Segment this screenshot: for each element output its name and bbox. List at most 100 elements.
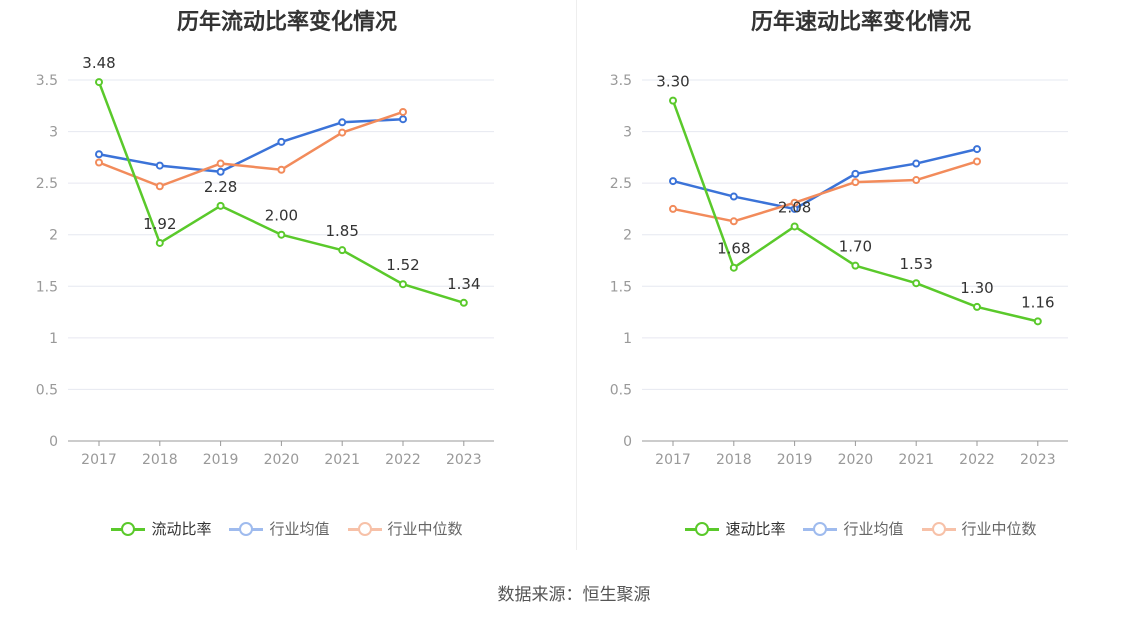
legend-label: 流动比率: [151, 520, 212, 538]
data-point: [277, 137, 286, 146]
data-point: [277, 165, 286, 174]
data-point: [729, 217, 738, 226]
y-tick-label: 2.5: [36, 176, 58, 192]
data-point: [729, 192, 738, 201]
x-tick-label: 2020: [264, 452, 300, 468]
y-tick-label: 2.5: [610, 176, 632, 192]
x-tick-label: 2019: [777, 452, 813, 468]
y-tick-label: 0.5: [36, 382, 58, 398]
series-line-industry-average: [672, 147, 978, 211]
data-point: [338, 118, 347, 127]
data-source-note: 数据来源：恒生聚源: [497, 585, 651, 605]
legend-label: 速动比率: [725, 520, 786, 538]
data-label: 1.52: [386, 256, 419, 274]
legend-line-icon: [921, 521, 956, 536]
legend-item-industry-median[interactable]: 行业中位数: [347, 518, 463, 539]
data-point: [216, 201, 225, 210]
legend-item-primary[interactable]: 流动比率: [111, 518, 211, 539]
data-point: [912, 176, 921, 185]
y-tick-label: 2: [623, 228, 632, 244]
x-tick-label: 2018: [716, 452, 752, 468]
x-tick-label: 2019: [203, 452, 239, 468]
x-tick-label: 2017: [81, 452, 117, 468]
data-point: [912, 279, 921, 288]
data-point: [973, 145, 981, 154]
quick-ratio-plot: 0 0.5 1 1.5 2 2.5 3 3.5 2017 2018 2019 2020 2021 2022…: [610, 73, 1068, 468]
data-point: [973, 157, 981, 166]
data-label: 3.30: [656, 73, 689, 91]
data-point: [399, 115, 407, 124]
current-ratio-chart: 历年流动比率变化情况 0 0.5 1 1.5 2 2.5 3 3.5 2017 2018 2019 2…: [0, 0, 574, 560]
x-tick-label: 2023: [446, 452, 482, 468]
data-label: 2.00: [265, 207, 298, 225]
data-point: [669, 96, 677, 105]
data-point: [399, 280, 407, 289]
legend-line-icon: [111, 521, 146, 536]
x-tick-label: 2021: [898, 452, 934, 468]
x-tick-label: 2022: [959, 452, 995, 468]
y-tick-label: 3: [623, 125, 632, 141]
x-tick-label: 2020: [838, 452, 874, 468]
data-label: 1.53: [899, 255, 932, 273]
data-label: 1.34: [447, 275, 480, 293]
y-tick-label: 3.5: [610, 73, 632, 89]
legend-item-industry-median[interactable]: 行业中位数: [921, 518, 1037, 539]
chart-legend: 速动比率 行业均值 行业中位数: [574, 518, 1148, 539]
data-point: [973, 302, 981, 311]
series-line-industry-median: [672, 160, 978, 223]
y-tick-label: 0: [623, 434, 632, 450]
legend-label: 行业中位数: [961, 520, 1037, 538]
series-line-industry-average: [98, 117, 404, 174]
data-point: [155, 161, 164, 170]
legend-label: 行业均值: [843, 520, 904, 538]
y-tick-label: 1: [49, 331, 58, 347]
legend-label: 行业均值: [269, 520, 330, 538]
data-label: 1.70: [839, 238, 872, 256]
chart-title: 历年流动比率变化情况: [176, 10, 397, 35]
data-point: [155, 182, 164, 191]
legend-label: 行业中位数: [387, 520, 463, 538]
data-point: [729, 263, 738, 272]
data-point: [216, 167, 225, 176]
x-tick-label: 2022: [385, 452, 421, 468]
data-label: 1.92: [143, 215, 176, 233]
legend-line-icon: [803, 521, 838, 536]
y-tick-label: 3: [49, 125, 58, 141]
x-tick-label: 2018: [142, 452, 178, 468]
quick-ratio-chart: 历年速动比率变化情况 0 0.5 1 1.5 2 2.5 3 3.5 2017 2018 2019 2…: [574, 0, 1148, 560]
panel-divider: [576, 0, 577, 550]
data-label: 3.48: [82, 54, 115, 72]
data-point: [912, 159, 921, 168]
data-point: [95, 158, 103, 167]
y-tick-label: 2: [49, 228, 58, 244]
data-point: [851, 169, 860, 178]
x-tick-label: 2023: [1020, 452, 1056, 468]
data-point: [338, 246, 347, 255]
data-label: 2.28: [204, 178, 237, 196]
data-point: [851, 261, 860, 270]
data-point: [95, 150, 103, 159]
data-point: [216, 159, 225, 168]
data-label: 2.08: [778, 198, 811, 216]
data-point: [851, 178, 860, 187]
legend-item-industry-average[interactable]: 行业均值: [803, 518, 904, 539]
data-label: 1.85: [325, 222, 358, 240]
y-tick-label: 0: [49, 434, 58, 450]
data-point: [669, 204, 677, 213]
data-point: [1033, 317, 1042, 326]
x-tick-label: 2021: [324, 452, 360, 468]
legend-item-primary[interactable]: 速动比率: [685, 518, 785, 539]
y-tick-label: 1: [623, 331, 632, 347]
data-point: [790, 198, 799, 207]
data-point: [155, 238, 164, 247]
legend-line-icon: [229, 521, 264, 536]
data-point: [95, 78, 103, 87]
y-tick-label: 1.5: [36, 279, 58, 295]
data-label: 1.30: [960, 279, 993, 297]
data-point: [790, 222, 799, 231]
data-label: 1.16: [1021, 293, 1054, 311]
legend-item-industry-average[interactable]: 行业均值: [229, 518, 330, 539]
series-line-industry-median: [98, 110, 404, 188]
data-point: [459, 298, 468, 307]
